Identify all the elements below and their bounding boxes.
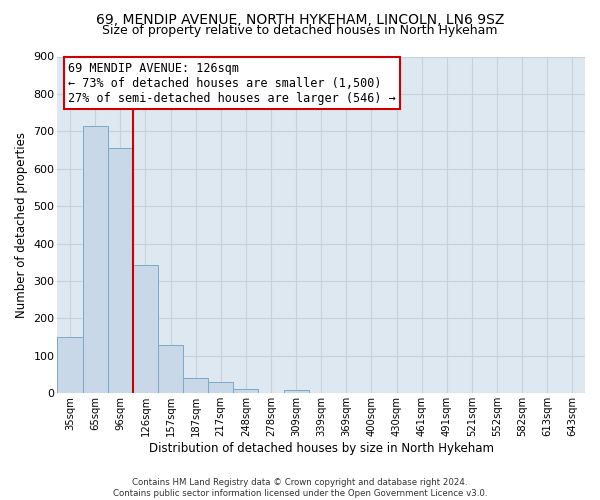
Text: Contains HM Land Registry data © Crown copyright and database right 2024.
Contai: Contains HM Land Registry data © Crown c… xyxy=(113,478,487,498)
Text: 69 MENDIP AVENUE: 126sqm
← 73% of detached houses are smaller (1,500)
27% of sem: 69 MENDIP AVENUE: 126sqm ← 73% of detach… xyxy=(68,62,396,104)
Bar xyxy=(108,148,133,394)
Bar xyxy=(58,337,83,394)
Text: 69, MENDIP AVENUE, NORTH HYKEHAM, LINCOLN, LN6 9SZ: 69, MENDIP AVENUE, NORTH HYKEHAM, LINCOL… xyxy=(96,12,504,26)
X-axis label: Distribution of detached houses by size in North Hykeham: Distribution of detached houses by size … xyxy=(149,442,494,455)
Bar xyxy=(83,126,108,394)
Bar xyxy=(158,344,183,394)
Y-axis label: Number of detached properties: Number of detached properties xyxy=(15,132,28,318)
Bar xyxy=(233,389,259,394)
Bar xyxy=(284,390,308,394)
Bar xyxy=(208,382,233,394)
Text: Size of property relative to detached houses in North Hykeham: Size of property relative to detached ho… xyxy=(102,24,498,37)
Bar xyxy=(133,265,158,394)
Bar xyxy=(183,378,208,394)
